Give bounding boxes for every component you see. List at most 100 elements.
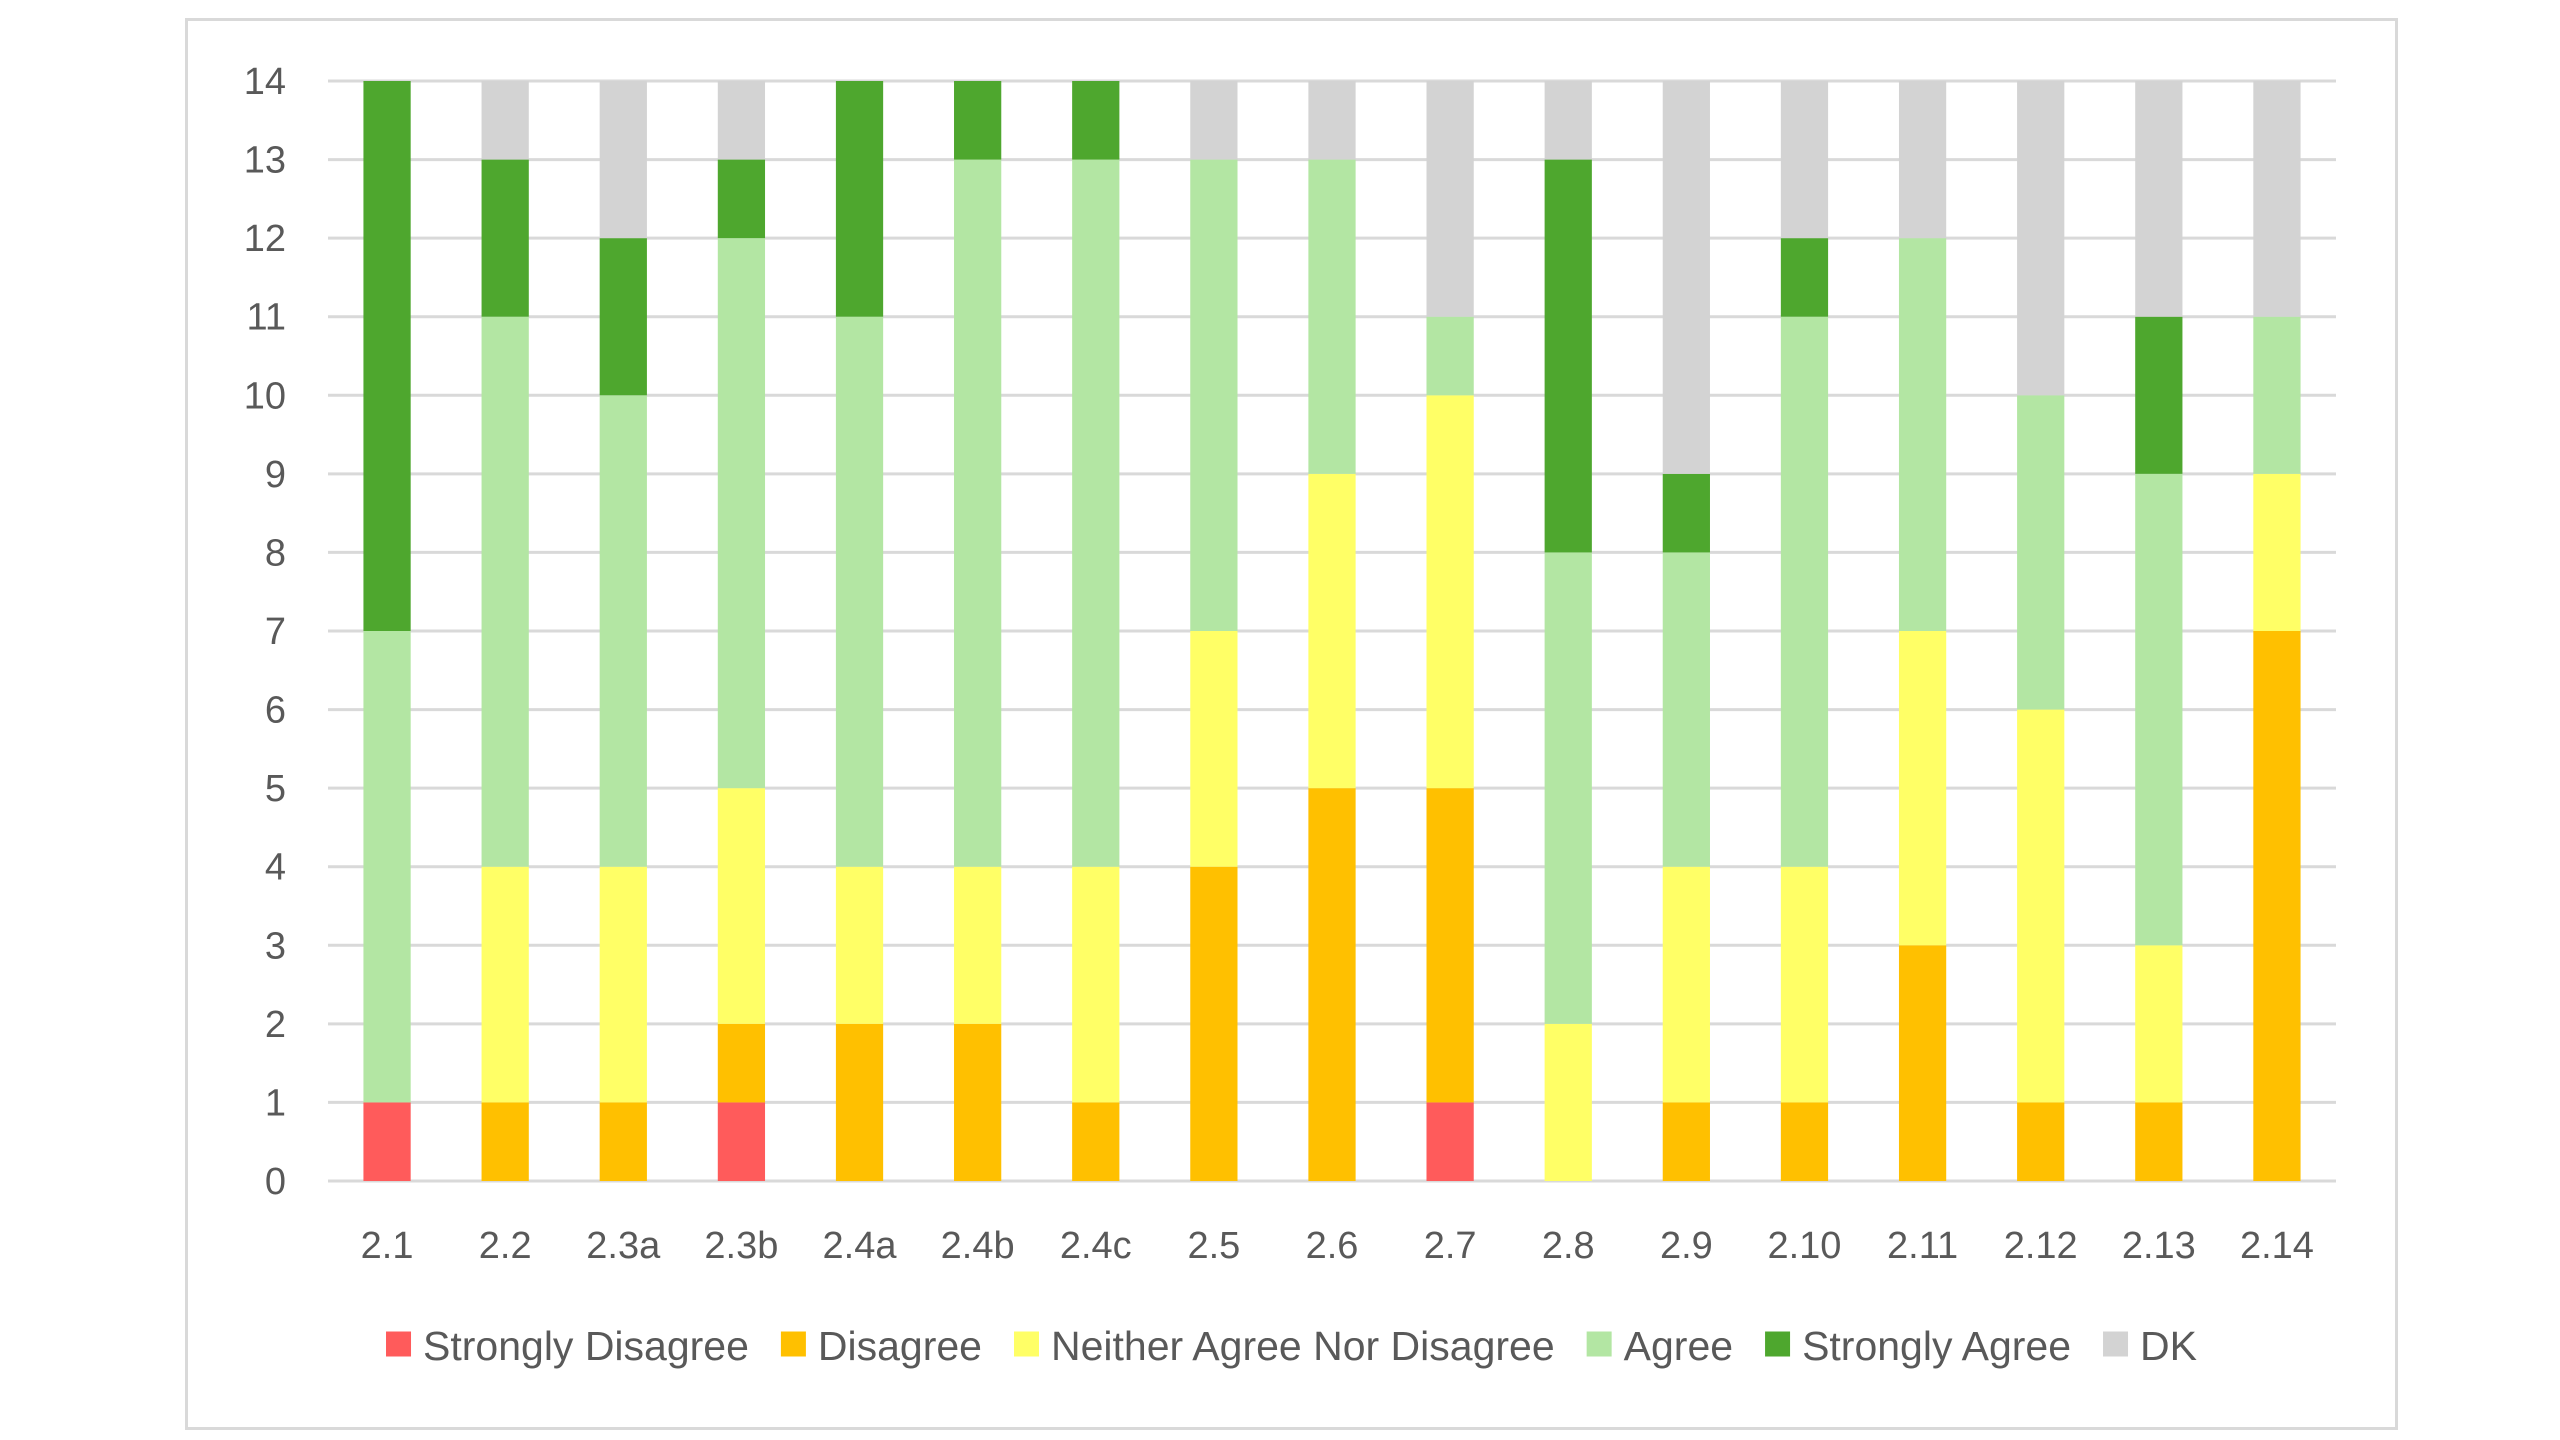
bar-segment bbox=[954, 159, 1002, 867]
bar-segment bbox=[835, 81, 884, 317]
bar-segment bbox=[954, 866, 1002, 1024]
x-tick-label: 2.4a bbox=[823, 1225, 898, 1267]
bar-segment bbox=[1190, 866, 1238, 1181]
legend-entry: Strongly Disagree bbox=[386, 1323, 749, 1369]
bar-segment bbox=[363, 1102, 411, 1181]
bar-segment bbox=[1544, 552, 1592, 1024]
legend-entry: Neither Agree Nor Disagree bbox=[1014, 1323, 1555, 1369]
bar-segment bbox=[1780, 238, 1829, 317]
bar-segment bbox=[2017, 709, 2065, 1103]
bar-segment bbox=[363, 81, 411, 631]
bar-segment bbox=[2135, 316, 2183, 474]
bar-segment bbox=[835, 866, 884, 1024]
legend-swatch bbox=[386, 1331, 412, 1357]
x-tick-label: 2.7 bbox=[1424, 1225, 1477, 1267]
x-tick-label: 2.5 bbox=[1187, 1225, 1240, 1267]
bar-segment bbox=[1308, 473, 1356, 789]
bar-segment bbox=[481, 866, 529, 1103]
x-tick-label: 2.3b bbox=[704, 1225, 778, 1267]
bar-segment bbox=[1072, 866, 1120, 1103]
bar-segment bbox=[1544, 81, 1592, 160]
chart-frame: 0 1 2 3 4 5 6 7 8 9 10 11 12 13 14 2.1 2.2 2.3a 2.3b 2.4a 2… bbox=[185, 18, 2398, 1430]
legend-swatch bbox=[1586, 1331, 1612, 1357]
bar-segment bbox=[717, 238, 766, 789]
bar-segment bbox=[954, 81, 1002, 160]
bar-segment bbox=[835, 1023, 884, 1181]
x-tick-label: 2.4c bbox=[1060, 1225, 1132, 1267]
bar-segment bbox=[717, 1023, 766, 1103]
bar-segment bbox=[1898, 945, 1947, 1181]
bar-segment bbox=[1780, 1102, 1829, 1181]
bar-segment bbox=[1426, 788, 1474, 1103]
bar-segment bbox=[1426, 1102, 1474, 1181]
legend-label: DK bbox=[2140, 1323, 2197, 1369]
y-tick-label: 6 bbox=[265, 690, 286, 732]
legend-label: Strongly Disagree bbox=[423, 1323, 749, 1369]
legend-entry: Strongly Agree bbox=[1765, 1323, 2071, 1369]
y-tick-label: 11 bbox=[247, 297, 286, 339]
bar-segment bbox=[1308, 81, 1356, 160]
y-tick-label: 0 bbox=[265, 1161, 286, 1203]
y-tick-label: 10 bbox=[244, 375, 286, 417]
y-tick-label: 2 bbox=[265, 1004, 286, 1046]
bar-segment bbox=[1662, 866, 1710, 1103]
bar-segment bbox=[1780, 316, 1829, 867]
bar-segment bbox=[2253, 631, 2301, 1181]
bar-segment bbox=[835, 316, 884, 867]
bar-segment bbox=[1426, 81, 1474, 317]
legend-label: Agree bbox=[1624, 1323, 1733, 1369]
y-tick-label: 14 bbox=[244, 61, 286, 103]
bar-segment bbox=[1426, 316, 1474, 396]
bar-segment bbox=[2017, 395, 2065, 710]
bar-segment bbox=[1662, 1102, 1710, 1181]
x-tick-label: 2.3a bbox=[586, 1225, 661, 1267]
bar-segment bbox=[2253, 473, 2301, 631]
bar-segment bbox=[717, 1102, 766, 1181]
bar-segment bbox=[1898, 238, 1947, 631]
legend-label: Neither Agree Nor Disagree bbox=[1051, 1323, 1555, 1369]
bar-segment bbox=[2253, 316, 2301, 474]
bar-segment bbox=[481, 316, 529, 867]
y-tick-label: 7 bbox=[265, 611, 286, 653]
bar-segment bbox=[717, 788, 766, 1024]
bar-segment bbox=[2135, 81, 2183, 317]
legend-swatch bbox=[1014, 1331, 1039, 1357]
bar-segment bbox=[1780, 81, 1829, 239]
bar-segment bbox=[599, 395, 647, 867]
bar-segment bbox=[1544, 159, 1592, 553]
bar-segment bbox=[1898, 631, 1947, 946]
bar-segment bbox=[1780, 866, 1829, 1103]
bar-segment bbox=[481, 1102, 529, 1181]
bar-segment bbox=[954, 1023, 1002, 1181]
bar-segment bbox=[2135, 473, 2183, 946]
bar-segment bbox=[481, 159, 529, 317]
bar-segment bbox=[1190, 631, 1238, 867]
y-tick-label: 9 bbox=[265, 454, 286, 496]
x-tick-label: 2.11 bbox=[1887, 1225, 1958, 1267]
x-tick-label: 2.10 bbox=[1767, 1225, 1841, 1267]
legend-entry: Disagree bbox=[780, 1323, 982, 1369]
bar-segment bbox=[1308, 788, 1356, 1181]
x-tick-label: 2.1 bbox=[361, 1225, 414, 1267]
bar-segment bbox=[1662, 552, 1710, 867]
bar-segment bbox=[363, 631, 411, 1103]
bar-segment bbox=[1072, 81, 1120, 160]
x-tick-label: 2.8 bbox=[1542, 1225, 1595, 1267]
bar-segment bbox=[2135, 945, 2183, 1103]
bar-segment bbox=[2253, 81, 2301, 317]
y-tick-label: 5 bbox=[265, 768, 286, 810]
bar-segment bbox=[1072, 1102, 1120, 1181]
bar-segment bbox=[1662, 81, 1710, 474]
bar-segment bbox=[717, 81, 766, 160]
bar-segment bbox=[2135, 1102, 2183, 1181]
x-tick-label: 2.4b bbox=[941, 1225, 1015, 1267]
bar-segment bbox=[599, 866, 647, 1103]
legend-swatch bbox=[2103, 1331, 2129, 1357]
legend-swatch bbox=[1765, 1331, 1791, 1357]
bar-segment bbox=[1662, 473, 1710, 553]
y-tick-label: 8 bbox=[265, 532, 286, 574]
bar-segment bbox=[1072, 159, 1120, 867]
bar-segment bbox=[2017, 1102, 2065, 1181]
bar-segment bbox=[1898, 81, 1947, 239]
